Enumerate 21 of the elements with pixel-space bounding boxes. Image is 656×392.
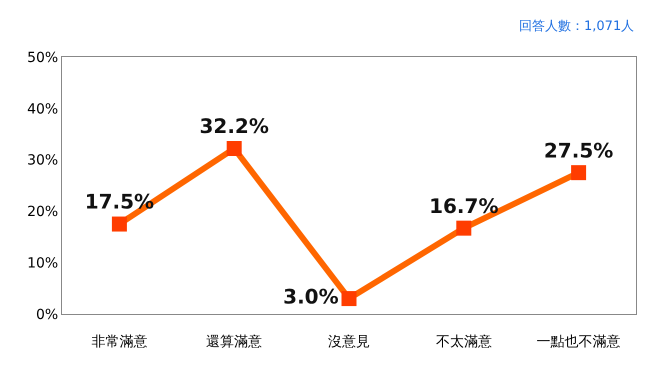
point — [226, 140, 242, 156]
x-tick-label: 一點也不滿意 — [536, 334, 621, 350]
x-tick-label: 還算滿意 — [206, 334, 262, 350]
point — [112, 216, 127, 232]
y-tick-label: 10% — [27, 256, 58, 272]
y-tick-label: 50% — [27, 50, 58, 66]
y-tick-label: 0% — [36, 306, 58, 323]
point — [342, 291, 356, 306]
x-tick-label: 沒意見 — [328, 334, 370, 350]
x-tick-label: 不太滿意 — [436, 334, 492, 350]
point — [456, 220, 472, 236]
data-label: 27.5% — [544, 138, 614, 162]
text: 回答人數：1,071人 — [519, 19, 634, 34]
y-tick-label: 40% — [27, 101, 58, 118]
point — [571, 165, 586, 180]
x-tick-label: 非常滿意 — [91, 334, 148, 350]
y-tick-label: 20% — [27, 204, 58, 220]
y-tick-label: 30% — [27, 152, 58, 169]
data-label: 3.0% — [283, 284, 339, 309]
data-label: 16.7% — [429, 194, 498, 218]
data-label: 32.2% — [200, 114, 269, 138]
